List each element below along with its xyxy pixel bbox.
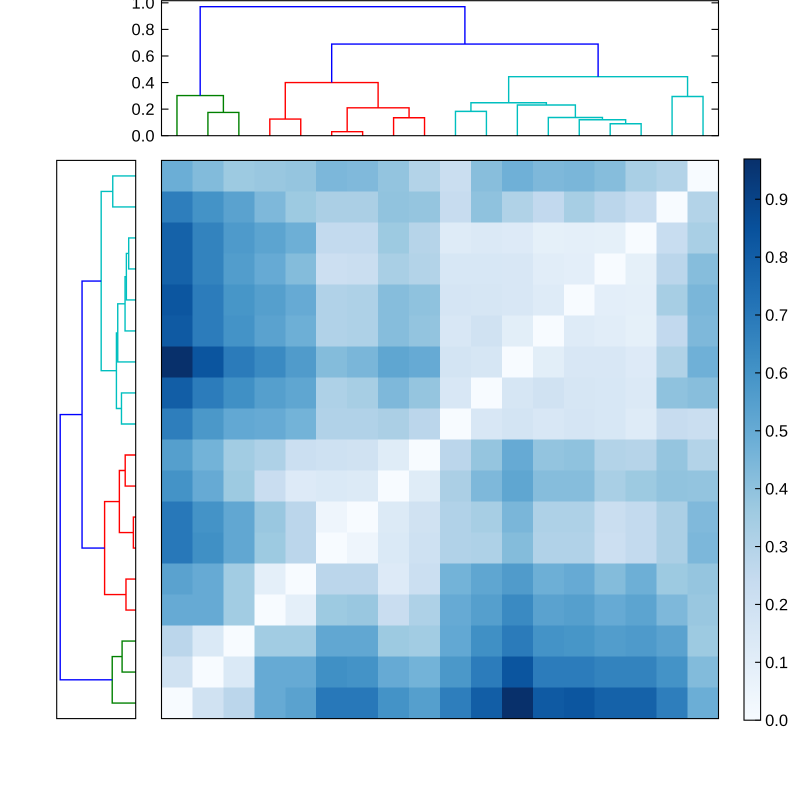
svg-text:0.0: 0.0 [765, 712, 788, 730]
svg-text:0.7: 0.7 [765, 307, 788, 325]
svg-text:0.8: 0.8 [132, 21, 155, 39]
svg-text:0.2: 0.2 [765, 596, 788, 614]
svg-text:0.6: 0.6 [132, 48, 155, 66]
svg-text:0.4: 0.4 [765, 480, 788, 498]
svg-text:0.8: 0.8 [765, 249, 788, 267]
svg-text:0.4: 0.4 [132, 74, 155, 92]
svg-text:0.3: 0.3 [765, 538, 788, 556]
svg-text:0.0: 0.0 [132, 127, 155, 145]
svg-text:0.6: 0.6 [765, 365, 788, 383]
svg-text:0.2: 0.2 [132, 101, 155, 119]
svg-text:1.0: 1.0 [132, 0, 155, 13]
svg-text:0.9: 0.9 [765, 191, 788, 209]
svg-text:0.5: 0.5 [765, 423, 788, 441]
svg-text:0.1: 0.1 [765, 654, 788, 672]
